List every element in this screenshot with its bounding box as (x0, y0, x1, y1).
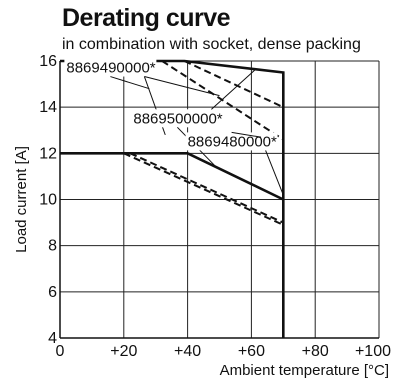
x-tick-label: +20 (110, 343, 137, 360)
y-tick-label: 10 (39, 192, 57, 209)
annotation-leader-line (231, 131, 262, 138)
x-axis-label: Ambient temperature [°C] (220, 362, 389, 379)
annotation-label-bg (185, 132, 278, 151)
dashed-derating-line (183, 60, 284, 109)
annotation-leader-line (144, 76, 220, 97)
x-tick-label: +40 (174, 343, 201, 360)
annotation-label: 8869490000* (66, 60, 155, 77)
y-tick-label: 14 (39, 99, 57, 116)
x-tick-label: +60 (238, 343, 265, 360)
chart-subtitle: in combination with socket, dense packin… (62, 36, 361, 53)
y-axis-label: Load current [A] (13, 146, 30, 253)
annotation-label: 8869500000* (133, 110, 222, 127)
y-tick-label: 12 (39, 145, 57, 162)
solid-derating-line (60, 152, 284, 201)
annotation-leader-line (265, 150, 284, 196)
chart-title: Derating curve (62, 4, 231, 32)
annotation-leader-line (211, 69, 255, 110)
x-tick-label: +80 (302, 343, 329, 360)
annotation-label: 8869480000* (188, 133, 277, 150)
x-tick-label: +100 (355, 343, 391, 360)
annotation-label-bg (131, 109, 224, 128)
y-tick-label: 4 (48, 330, 57, 347)
dashed-derating-line (129, 152, 284, 224)
annotation-label-bg (64, 58, 157, 77)
y-tick-label: 16 (39, 53, 57, 70)
dashed-derating-line (161, 60, 284, 141)
dashed-derating-line (123, 152, 284, 226)
x-tick-label: 0 (56, 343, 65, 360)
annotation-leader-line (110, 76, 150, 90)
y-tick-label: 6 (48, 284, 57, 301)
y-tick-label: 8 (48, 238, 57, 255)
